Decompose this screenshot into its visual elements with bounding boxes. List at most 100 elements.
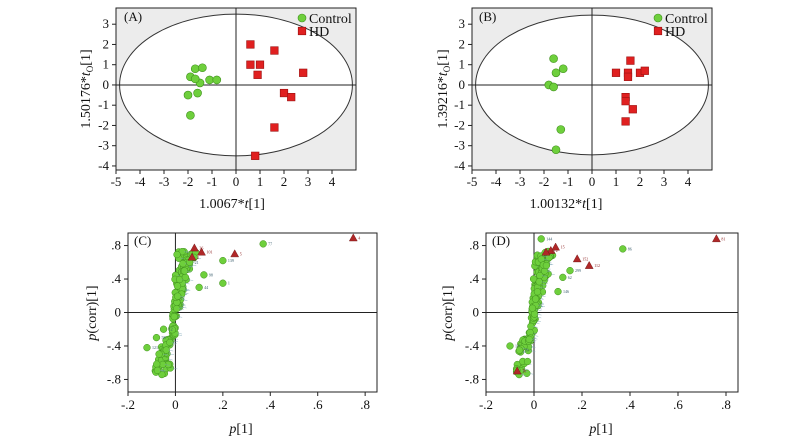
label-leader [536, 313, 542, 316]
x-tick-label: -5 [111, 174, 122, 189]
x-tick-label: 0 [531, 397, 538, 412]
marker-variable-label: 152 [582, 256, 588, 261]
y-tick-label: 0 [115, 305, 122, 320]
label-leader [536, 309, 542, 311]
label-leader [181, 306, 187, 309]
marker-variable-label: 101 [207, 250, 213, 255]
y-axis-label: 1.39216*tO[1] [436, 49, 452, 128]
point-control [549, 82, 558, 92]
label-leader [523, 368, 529, 370]
y-tick-label: -2 [98, 117, 109, 132]
variable-label: 121 [152, 345, 158, 350]
point-hd [640, 66, 649, 75]
y-tick-label: 1 [459, 57, 466, 72]
variable-point [173, 304, 181, 313]
variable-label: 21 [195, 260, 199, 265]
variable-point [155, 350, 163, 358]
y-tick-label: 0 [459, 77, 466, 92]
x-tick-label: 1 [257, 174, 264, 189]
marker-variable-label: 2 [197, 255, 199, 260]
point-hd [246, 40, 255, 49]
x-tick-label: 4 [329, 174, 336, 189]
variable-label: 144 [546, 236, 552, 241]
variable-point [181, 273, 190, 281]
y-tick-label: 3 [459, 16, 466, 31]
label-leader [522, 370, 528, 372]
label-leader [177, 316, 183, 318]
variable-point [195, 283, 203, 292]
variable-point [525, 335, 533, 344]
panel-label: (C) [134, 233, 151, 248]
point-control [193, 88, 202, 98]
label-leader [186, 270, 192, 273]
variable-label: 111 [515, 343, 521, 348]
y-tick-label: .8 [469, 238, 479, 253]
variable-point [515, 346, 524, 354]
x-axis-label: p[1] [228, 422, 252, 437]
y-tick-label: -.4 [465, 338, 480, 353]
y-tick-label: -4 [454, 158, 465, 173]
point-control [212, 75, 222, 85]
x-tick-label: -.2 [479, 397, 493, 412]
variable-point [143, 343, 151, 352]
variable-point [506, 342, 514, 350]
marker-variable-point [512, 366, 522, 375]
x-tick-label: -1 [207, 174, 218, 189]
point-hd [287, 93, 296, 102]
y-tick-label: .4 [111, 271, 121, 286]
label-leader [541, 284, 547, 286]
variable-point [619, 245, 627, 253]
marker-variable-point [551, 242, 560, 251]
variable-point [173, 282, 182, 290]
point-hd [621, 117, 630, 126]
variable-label: 86 [628, 246, 632, 251]
variable-point [528, 304, 537, 312]
y-tick-label: .8 [111, 238, 121, 253]
variable-point [537, 235, 545, 243]
variable-point [554, 287, 562, 296]
label-leader [164, 364, 170, 366]
marker-variable-label: 112 [594, 263, 600, 268]
x-axis-label: 1.0067*t[1] [199, 197, 265, 212]
point-control [551, 145, 561, 155]
y-tick-label: -.4 [107, 338, 122, 353]
label-leader [539, 287, 545, 289]
x-tick-label: 0 [589, 174, 596, 189]
variable-point [542, 261, 551, 270]
panel-label: (D) [492, 233, 510, 248]
point-hd [279, 88, 289, 98]
y-tick-label: 3 [103, 16, 110, 31]
point-hd [270, 46, 279, 55]
label-leader [185, 289, 191, 291]
label-leader [159, 370, 165, 372]
x-tick-label: -4 [135, 174, 146, 189]
legend-marker-hd [297, 26, 307, 36]
y-tick-label: -1 [98, 97, 109, 112]
legend-marker-control [297, 13, 307, 23]
variable-point [153, 366, 162, 375]
y-tick-label: -3 [454, 138, 465, 153]
marker-variable-point [712, 234, 721, 243]
point-hd [251, 151, 260, 160]
label-leader [168, 349, 174, 352]
marker-variable-point [197, 247, 206, 256]
x-tick-label: -4 [491, 174, 502, 189]
y-axis-label: 1.50176*tO[1] [79, 49, 95, 128]
x-tick-label: 2 [281, 174, 288, 189]
point-control [556, 125, 566, 134]
point-control [549, 54, 558, 63]
y-tick-label: -4 [98, 158, 109, 173]
label-leader [536, 316, 542, 319]
marker-variable-label: 70 [522, 369, 526, 374]
legend-marker-hd [653, 26, 663, 36]
variable-label: 77 [268, 241, 272, 246]
variable-label: 1 [228, 281, 230, 286]
x-tick-label: 3 [305, 174, 312, 189]
y-axis-label: p(corr)[1] [85, 285, 100, 341]
label-leader [178, 308, 184, 310]
variable-label: 146 [563, 289, 569, 294]
marker-variable-point [348, 233, 358, 242]
x-tick-label: 1 [613, 174, 620, 189]
y-tick-label: -.8 [465, 371, 479, 386]
x-tick-label: -3 [515, 174, 526, 189]
